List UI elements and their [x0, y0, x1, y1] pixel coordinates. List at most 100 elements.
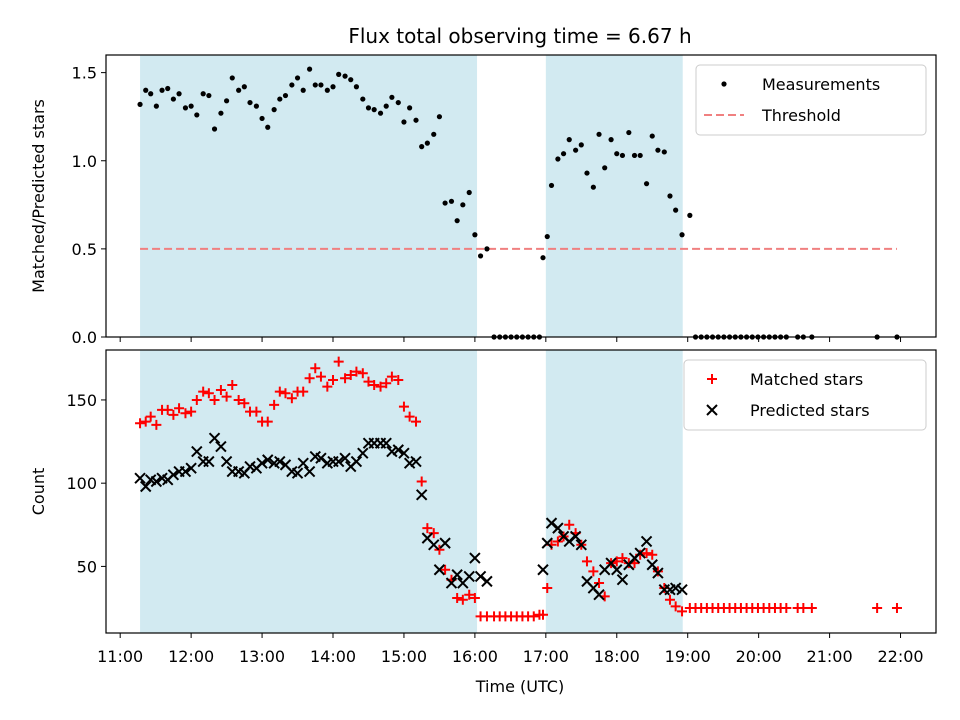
matched-stars-point	[180, 408, 191, 419]
predicted-stars-point	[640, 535, 653, 548]
measurement-point	[442, 200, 448, 206]
axes-frame	[105, 349, 937, 634]
measurement-point	[247, 99, 253, 106]
matched-stars-point	[286, 393, 297, 404]
measurement-point	[477, 253, 484, 259]
measurement-point	[137, 101, 143, 107]
measurement-point	[289, 82, 295, 88]
matched-stars-point	[233, 394, 244, 405]
predicted-stars-point	[215, 440, 227, 453]
matched-stars-point	[398, 401, 409, 412]
y-tick-label: 150	[66, 391, 97, 410]
predicted-stars-point	[428, 539, 440, 551]
predicted-stars-point	[481, 575, 493, 588]
y-tick-label: 100	[66, 474, 97, 493]
matched-stars-point	[670, 601, 681, 612]
y-tick-label: 1.5	[72, 64, 97, 83]
predicted-stars-point	[445, 577, 458, 589]
measurement-point	[578, 142, 584, 148]
measurement-point	[566, 137, 572, 143]
measurement-point	[383, 103, 389, 109]
matched-stars-point	[677, 606, 688, 617]
predicted-stars-point	[339, 452, 351, 464]
measurement-point	[472, 232, 478, 238]
matched-stars-point	[168, 409, 179, 420]
legend-x-icon	[706, 404, 718, 416]
measurement-point	[300, 87, 306, 93]
predicted-stars-point	[593, 589, 605, 601]
matched-stars-point	[227, 379, 238, 390]
matched-stars-point	[411, 416, 422, 427]
matched-stars-point	[209, 394, 220, 405]
legend-box	[683, 359, 927, 431]
measurement-point	[229, 75, 235, 81]
predicted-stars-point	[291, 467, 304, 479]
measurement-point	[466, 189, 472, 196]
x-tick-label: 15:00	[381, 647, 427, 666]
matched-stars-point	[269, 399, 280, 410]
measurement-point	[348, 77, 354, 83]
measurement-point	[573, 147, 579, 153]
matched-stars-point	[588, 566, 599, 577]
measurement-point	[148, 91, 154, 97]
measurement-point	[649, 133, 655, 139]
predicted-stars-point	[569, 530, 582, 543]
predicted-stars-point	[134, 472, 146, 484]
matched-stars-point	[151, 419, 162, 430]
measurement-point	[614, 151, 620, 157]
matched-stars-point	[469, 593, 480, 604]
matched-stars-point	[647, 549, 658, 560]
predicted-stars-point	[203, 455, 215, 468]
x-tick-label: 19:00	[665, 647, 711, 666]
measurement-point	[389, 94, 395, 100]
observing-window	[545, 55, 683, 337]
matched-stars-point	[781, 603, 792, 614]
matched-stars-point	[594, 578, 605, 589]
measurement-point	[306, 66, 313, 72]
matched-stars-point	[328, 374, 339, 385]
legend-label: Predicted stars	[750, 401, 870, 420]
matched-stars-point	[891, 603, 902, 614]
measurement-point	[560, 151, 567, 157]
measurement-point	[176, 91, 182, 97]
measurement-point	[401, 119, 407, 125]
x-tick-label: 22:00	[877, 647, 923, 666]
legend-label: Threshold	[761, 106, 841, 125]
matched-stars-point	[617, 553, 628, 564]
matched-stars-point	[664, 594, 675, 605]
matched-stars-point	[552, 536, 563, 547]
x-tick-label: 14:00	[310, 647, 356, 666]
matched-stars-point	[537, 609, 548, 620]
observing-window	[140, 350, 478, 633]
predicted-stars-point	[398, 447, 410, 459]
predicted-stars-point	[415, 489, 428, 501]
measurement-point	[282, 92, 289, 99]
measurement-point	[448, 198, 455, 204]
predicted-stars-point	[208, 432, 221, 444]
predicted-stars-point	[439, 537, 451, 549]
measurement-point	[330, 84, 336, 90]
measurement-point	[318, 82, 324, 88]
measurement-point	[436, 114, 443, 120]
ratio-panel: 0.0 0.5 1.0 1.5 Matched/Predicted stars Measu…	[29, 54, 937, 347]
predicted-stars-point	[652, 567, 664, 579]
matched-stars-point	[351, 366, 362, 377]
measurement-point	[395, 99, 401, 106]
x-tick-label: 21:00	[807, 647, 853, 666]
matched-stars-point	[806, 603, 817, 614]
matched-stars-point	[440, 564, 451, 575]
x-tick-label: 12:00	[168, 647, 214, 666]
measurement-point	[265, 124, 271, 130]
measurement-point	[673, 207, 679, 213]
measurement-point	[188, 103, 194, 109]
y-axis-label: Matched/Predicted stars	[29, 99, 48, 293]
measurement-point	[460, 202, 466, 208]
measurement-point	[360, 96, 366, 102]
measurement-point	[259, 115, 265, 122]
predicted-stars-point	[646, 559, 658, 571]
matched-stars-point	[542, 583, 553, 594]
matched-stars-point	[298, 386, 309, 397]
measurement-point	[153, 103, 159, 109]
measurement-point	[661, 149, 667, 155]
matched-stars-point	[315, 371, 326, 382]
